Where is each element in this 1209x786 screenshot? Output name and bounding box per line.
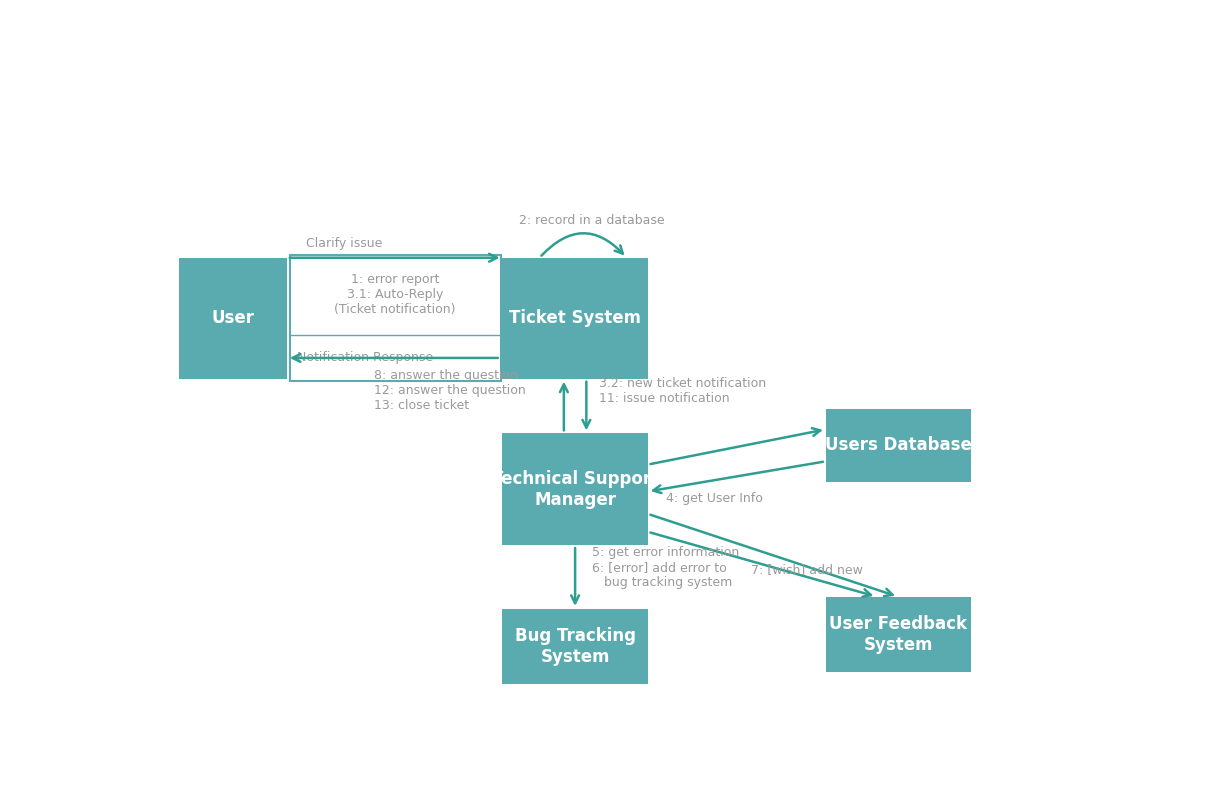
FancyBboxPatch shape [503, 258, 648, 379]
Text: 3.2: new ticket notification
11: issue notification: 3.2: new ticket notification 11: issue n… [598, 376, 765, 405]
Text: 1: error report
3.1: Auto-Reply
(Ticket notification): 1: error report 3.1: Auto-Reply (Ticket … [335, 274, 456, 317]
FancyBboxPatch shape [826, 409, 971, 482]
Text: Ticket System: Ticket System [509, 309, 641, 327]
FancyBboxPatch shape [503, 433, 648, 545]
FancyBboxPatch shape [179, 258, 287, 379]
Text: User: User [212, 309, 255, 327]
Text: 4: get User Info: 4: get User Info [666, 492, 763, 505]
Text: Users Database: Users Database [825, 436, 972, 454]
Text: 5: get error information
6: [error] add error to
   bug tracking system: 5: get error information 6: [error] add … [592, 546, 739, 590]
Text: 2: record in a database: 2: record in a database [519, 214, 665, 227]
Text: 7: [wish] add new: 7: [wish] add new [751, 564, 863, 576]
FancyBboxPatch shape [290, 255, 501, 380]
Text: Bug Tracking
System: Bug Tracking System [515, 627, 636, 666]
FancyBboxPatch shape [826, 597, 971, 672]
Text: User Feedback
System: User Feedback System [829, 615, 967, 654]
Text: 8: answer the question
12: answer the question
13: close ticket: 8: answer the question 12: answer the qu… [374, 369, 526, 413]
Text: Technical Support
Manager: Technical Support Manager [492, 470, 659, 509]
Text: Notification Response: Notification Response [297, 351, 433, 365]
Text: Clarify issue: Clarify issue [306, 237, 382, 251]
FancyBboxPatch shape [503, 608, 648, 685]
